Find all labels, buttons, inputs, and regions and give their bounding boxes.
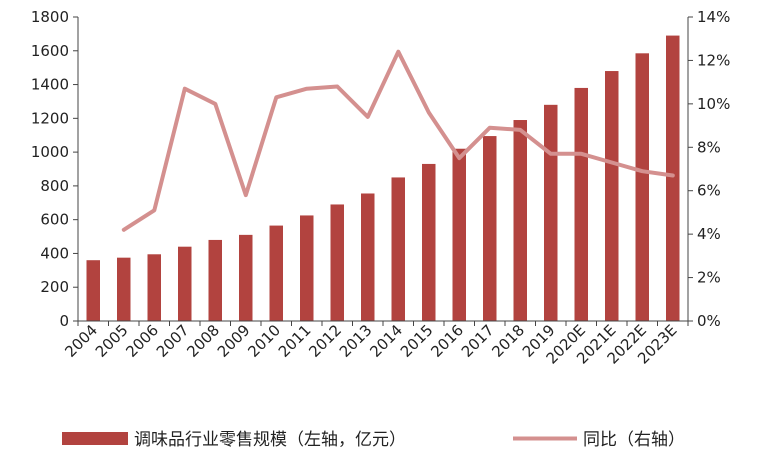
right-tick-label: 4% (697, 225, 721, 243)
legend-label-bar: 调味品行业零售规模（左轴，亿元） (134, 430, 406, 450)
bar-2009 (239, 234, 253, 321)
bar-2010 (269, 225, 283, 321)
bar-2023E (666, 35, 680, 321)
bar-2021E (605, 71, 619, 322)
x-tick-label: 2017 (458, 321, 498, 361)
bar-2012 (330, 204, 344, 321)
right-tick-label: 2% (697, 269, 721, 287)
axes: 0 200 400 600 800 1000 1200 1400 1600 1800 0% 2% 4% 6… (31, 8, 731, 368)
right-tick-label: 10% (697, 95, 730, 113)
x-tick-label: 2018 (488, 321, 528, 361)
x-tick-label: 2015 (397, 321, 437, 361)
bar-2006 (147, 254, 161, 321)
x-tick-label: 2009 (214, 321, 254, 361)
left-tick-label: 1000 (31, 143, 69, 161)
bar-2011 (300, 215, 314, 321)
x-tick-label: 2014 (366, 321, 406, 361)
left-tick-label: 1200 (31, 109, 69, 127)
bar-2016 (452, 148, 466, 321)
x-tick-label: 2016 (427, 321, 467, 361)
x-tick-label: 2012 (305, 321, 345, 361)
left-tick-label: 200 (40, 278, 69, 296)
bar-2022E (635, 53, 649, 322)
bar-2019 (544, 104, 558, 321)
x-tick-label: 2005 (92, 321, 132, 361)
x-tick-label: 2007 (153, 321, 193, 361)
bar-2020E (574, 87, 588, 321)
legend-label-line: 同比（右轴） (583, 430, 685, 450)
bar-2005 (117, 257, 131, 321)
right-tick-label: 6% (697, 182, 721, 200)
bar-2018 (513, 120, 527, 322)
line-series (121, 49, 675, 232)
bar-2007 (178, 246, 192, 321)
bar-2015 (422, 163, 436, 321)
x-tick-label: 2011 (275, 321, 315, 361)
bar-2013 (361, 193, 375, 321)
bar-2004 (86, 260, 100, 321)
left-tick-label: 1600 (31, 42, 69, 60)
legend: 调味品行业零售规模（左轴，亿元） 同比（右轴） (62, 430, 685, 450)
right-tick-label: 14% (697, 8, 730, 26)
left-tick-label: 400 (40, 244, 69, 262)
bar-series (86, 35, 680, 322)
left-tick-label: 800 (40, 177, 69, 195)
bar-2014 (391, 177, 405, 321)
right-tick-label: 8% (697, 138, 721, 156)
bar-2017 (483, 136, 497, 321)
left-tick-label: 1400 (31, 76, 69, 94)
x-tick-label: 2010 (244, 321, 284, 361)
bar-2008 (208, 239, 222, 321)
left-tick-label: 600 (40, 211, 69, 229)
left-tick-label: 1800 (31, 8, 69, 26)
right-tick-label: 12% (697, 51, 730, 69)
left-tick-label: 0 (59, 312, 69, 330)
x-tick-label: 2008 (183, 321, 223, 361)
x-tick-label: 2006 (122, 321, 162, 361)
right-tick-label: 0% (697, 312, 721, 330)
legend-swatch-bar (62, 432, 128, 445)
x-tick-label: 2013 (336, 321, 376, 361)
